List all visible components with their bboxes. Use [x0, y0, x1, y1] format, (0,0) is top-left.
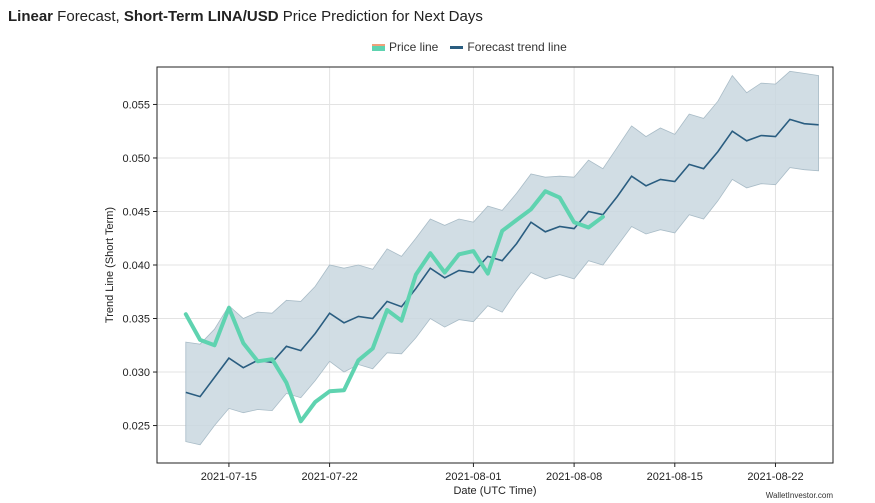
- y-tick-label: 0.030: [122, 367, 150, 379]
- x-tick-label: 2021-08-22: [747, 471, 803, 483]
- forecast-trend-line: [185, 118, 819, 398]
- y-tick-label: 0.040: [122, 260, 150, 272]
- x-tick-label: 2021-08-15: [647, 471, 703, 483]
- y-tick-label: 0.025: [122, 421, 150, 433]
- y-tick-label: 0.045: [122, 206, 150, 218]
- forecast-confidence-band: [185, 70, 819, 446]
- x-tick-label: 2021-08-08: [546, 471, 602, 483]
- y-tick-label: 0.055: [122, 99, 150, 111]
- legend-item-trend[interactable]: Forecast trend line: [450, 40, 567, 54]
- watermark-text: WalletInvestor.com: [765, 491, 833, 500]
- chart-title: Linear Forecast, Short-Term LINA/USD Pri…: [8, 8, 483, 25]
- price-line: [183, 189, 605, 424]
- chart-legend: Price line Forecast trend line: [372, 40, 567, 54]
- x-tick-label: 2021-07-22: [301, 471, 357, 483]
- trend-line-swatch-icon: [450, 45, 464, 49]
- title-bold-pair: Short-Term LINA/USD: [123, 8, 279, 25]
- x-axis-label: Date (UTC Time): [453, 485, 536, 497]
- y-tick-label: 0.035: [122, 314, 150, 326]
- x-tick-label: 2021-07-15: [201, 471, 257, 483]
- axes: 0.025 0.030 0.035 0.040 0.045 0.050 0.055 2021-…: [122, 99, 803, 483]
- legend-item-price[interactable]: Price line: [372, 40, 438, 54]
- grid-lines: [157, 67, 833, 463]
- title-text-2: Price Prediction for Next Days: [278, 8, 483, 25]
- legend-trend-label: Forecast trend line: [467, 40, 567, 54]
- x-tick-label: 2021-08-01: [445, 471, 501, 483]
- legend-price-label: Price line: [389, 40, 439, 54]
- y-tick-label: 0.050: [122, 153, 150, 165]
- title-text-1: Forecast,: [53, 8, 124, 25]
- y-axis-label: Trend Line (Short Term): [104, 207, 116, 323]
- price-line-swatch-icon: [372, 43, 385, 51]
- title-bold-method: Linear: [8, 8, 54, 25]
